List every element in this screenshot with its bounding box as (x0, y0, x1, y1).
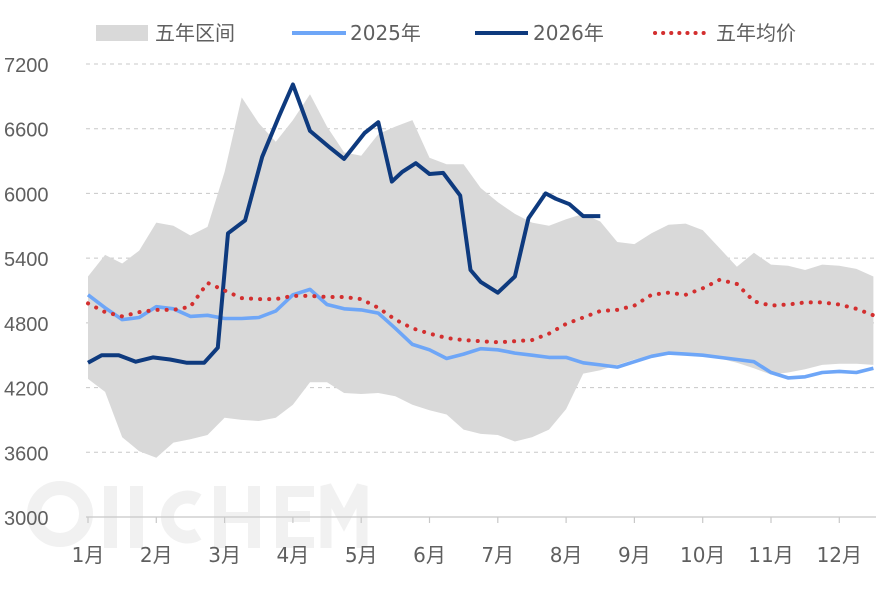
series-layer (86, 82, 876, 380)
y-tick-label: 7200 (4, 55, 49, 77)
y-tick-label: 3600 (4, 443, 49, 465)
x-tick-label: 5月 (345, 543, 378, 567)
series-line-2026 (87, 82, 601, 365)
series-line-five-year-average (86, 277, 876, 345)
y-tick-label: 6600 (4, 120, 49, 142)
band-layer (88, 94, 874, 458)
x-tick-label: 12月 (817, 543, 862, 567)
y-tick-label: 4800 (4, 314, 49, 336)
x-tick-label: 8月 (550, 543, 583, 567)
x-tick-label: 11月 (748, 543, 793, 567)
five-year-range-band (88, 94, 874, 458)
x-tick-label: 9月 (618, 543, 651, 567)
legend-swatch-band (96, 25, 148, 41)
legend-label-avg: 五年均价 (716, 21, 796, 45)
x-tick-label: 2月 (140, 543, 173, 567)
x-tick-label: 10月 (680, 543, 725, 567)
x-axis: 1月 2月 3月 4月 5月 6月 7月 8月 9月 10月 11月 12月 (72, 516, 876, 567)
y-tick-label: 5400 (4, 249, 49, 271)
x-tick-label: 6月 (413, 543, 446, 567)
x-tick-label: 1月 (72, 543, 105, 567)
y-tick-label: 6000 (4, 184, 49, 206)
legend-label-2025: 2025年 (350, 21, 421, 45)
y-axis-ticks: 3000 3600 4200 4800 5400 6000 6600 7200 (4, 55, 49, 530)
legend-label-2026: 2026年 (533, 21, 604, 45)
x-tick-label: 7月 (481, 543, 514, 567)
x-tick-label: 4月 (277, 543, 310, 567)
y-tick-label: 4200 (4, 379, 49, 401)
legend-label-band: 五年区间 (155, 21, 235, 45)
x-tick-label: 3月 (208, 543, 241, 567)
y-tick-label: 3000 (4, 508, 49, 530)
legend: 五年区间 2025年 2026年 五年均价 (96, 21, 796, 45)
